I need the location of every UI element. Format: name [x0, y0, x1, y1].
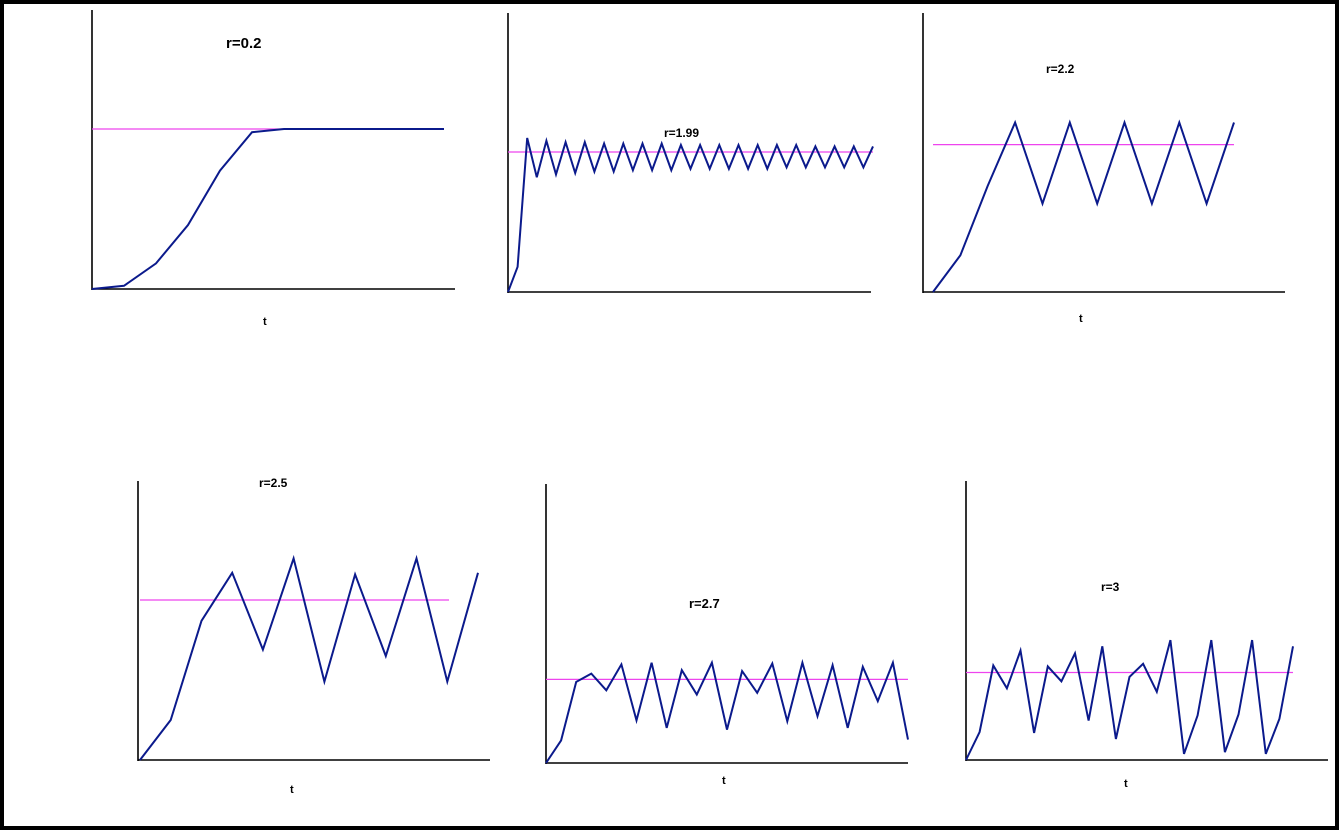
panel-r-2-2: r=2.2 t: [922, 13, 1285, 325]
chart-title: r=3: [1101, 580, 1120, 594]
x-axis-label: t: [1124, 778, 1128, 790]
series-line: [545, 658, 909, 764]
series-line: [965, 639, 1294, 761]
panel-r-2-7: r=2.7 t: [545, 484, 909, 787]
series-line: [507, 137, 874, 293]
chart-title: r=2.2: [1046, 62, 1075, 76]
charts-canvas: r=0.2 t r=1.99 r=2.2 t r=2.5 t r: [91, 10, 1328, 796]
panel-r-3: r=3 t: [965, 481, 1328, 790]
panel-r-1-99: r=1.99: [507, 13, 874, 293]
x-axis-label: t: [722, 775, 726, 787]
panel-r-2-5: r=2.5 t: [137, 476, 490, 796]
series-line: [139, 554, 479, 761]
panel-r-0-2: r=0.2 t: [91, 10, 455, 328]
x-axis-label: t: [263, 316, 267, 328]
series-line: [91, 128, 444, 290]
chart-title: r=2.7: [689, 596, 720, 611]
chart-title: r=1.99: [664, 126, 699, 140]
x-axis-label: t: [1079, 313, 1083, 325]
figure-frame: r=0.2 t r=1.99 r=2.2 t r=2.5 t r: [4, 4, 1335, 826]
chart-title: r=0.2: [226, 35, 261, 52]
chart-title: r=2.5: [259, 476, 288, 490]
x-axis-label: t: [290, 784, 294, 796]
series-line: [932, 119, 1235, 293]
